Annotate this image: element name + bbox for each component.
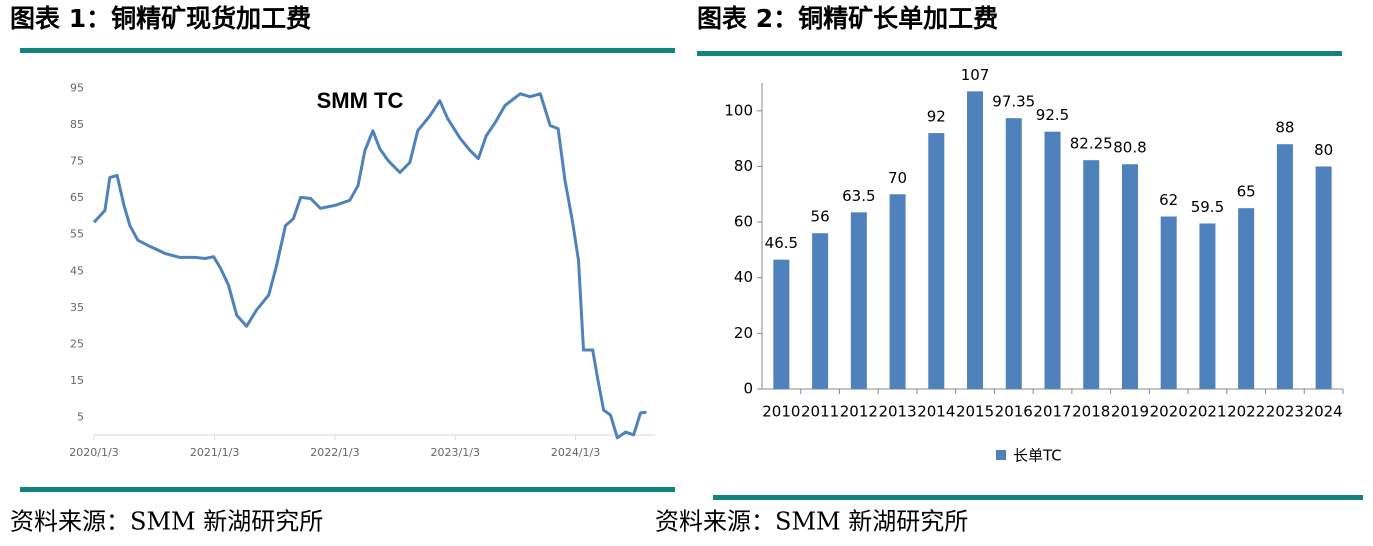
y-tick-label: 25: [70, 338, 84, 351]
x-tick-label: 2023/1/3: [431, 446, 480, 459]
bar: [1005, 118, 1022, 389]
x-tick-label: 2024: [1305, 403, 1343, 421]
y-tick-label: 80: [734, 157, 753, 175]
bar: [928, 133, 945, 389]
y-tick-label: 75: [70, 155, 84, 168]
bar: [1276, 144, 1293, 389]
source: 资料来源：SMM 新湖研究所: [655, 508, 968, 536]
y-tick-label: 40: [734, 268, 753, 286]
data-label: 56: [811, 208, 830, 226]
data-label: 107: [961, 66, 990, 84]
bar: [1044, 131, 1061, 389]
legend-swatch: [996, 450, 1006, 460]
x-tick-label: 2011: [801, 403, 839, 421]
x-tick-label: 2016: [995, 403, 1033, 421]
data-label: 92.5: [1036, 106, 1069, 124]
x-tick-label: 2021/1/3: [190, 446, 239, 459]
caption: 图表 1：铜精矿现货加工费: [10, 4, 311, 33]
x-tick-label: 2022/1/3: [310, 446, 359, 459]
x-tick-label: 2023: [1266, 403, 1304, 421]
y-tick-label: 65: [70, 191, 84, 204]
x-tick-label: 2017: [1033, 403, 1071, 421]
line: [92, 92, 647, 440]
y-tick-label: 100: [724, 101, 753, 119]
caption: 图表 2：铜精矿长单加工费: [697, 4, 998, 33]
x-tick-label: 2012: [840, 403, 878, 421]
bar: [1083, 160, 1100, 389]
y-tick-label: 15: [70, 374, 84, 387]
y-tick-label: 0: [743, 380, 753, 398]
data-label: 80: [1314, 141, 1333, 159]
x-tick-label: 2024/1/3: [551, 446, 600, 459]
x-tick-label: 2020: [1150, 403, 1188, 421]
x-tick-label: 2010: [762, 403, 800, 421]
data-label: 97.35: [992, 93, 1035, 111]
bar: [773, 259, 790, 389]
rule: [20, 48, 675, 53]
bar: [1160, 216, 1177, 389]
x-tick-label: 2021: [1188, 403, 1226, 421]
x-tick-label: 2019: [1111, 403, 1149, 421]
data-label: 59.5: [1191, 198, 1224, 216]
bar: [1238, 208, 1255, 389]
data-label: 46.5: [765, 234, 798, 252]
bar: [967, 91, 984, 389]
data-label: 88: [1275, 119, 1294, 137]
rule: [713, 495, 1363, 500]
y-tick-label: 55: [70, 228, 84, 241]
legend-label: 长单TC: [1013, 447, 1062, 465]
data-label: 70: [888, 169, 907, 187]
x-tick-label: 2020/1/3: [69, 446, 118, 459]
bar: [889, 194, 906, 389]
chart-title: SMM TC: [317, 88, 404, 113]
bar: [1315, 166, 1332, 389]
x-tick-label: 2018: [1072, 403, 1110, 421]
data-label: 65: [1237, 183, 1256, 201]
y-tick-label: 20: [734, 324, 753, 342]
x-tick-label: 2013: [878, 403, 916, 421]
y-tick-label: 45: [70, 264, 84, 277]
x-tick-label: 2014: [917, 403, 955, 421]
source: 资料来源：SMM 新湖研究所: [10, 508, 323, 536]
y-tick-label: 35: [70, 301, 84, 314]
bar: [1121, 164, 1138, 389]
y-tick-label: 5: [77, 411, 84, 424]
bar: [850, 212, 867, 389]
bar: [1199, 223, 1216, 389]
rule: [20, 487, 675, 492]
x-tick-label: 2015: [956, 403, 994, 421]
data-label: 80.8: [1113, 139, 1146, 157]
x-tick-label: 2022: [1227, 403, 1265, 421]
data-label: 92: [927, 108, 946, 126]
data-label: 62: [1159, 191, 1178, 209]
data-label: 63.5: [842, 187, 875, 205]
y-tick-label: 60: [734, 213, 753, 231]
rule: [697, 51, 1342, 56]
data-label: 82.25: [1070, 135, 1113, 153]
y-tick-label: 85: [70, 118, 84, 131]
bar: [812, 233, 829, 389]
y-tick-label: 95: [70, 81, 84, 94]
